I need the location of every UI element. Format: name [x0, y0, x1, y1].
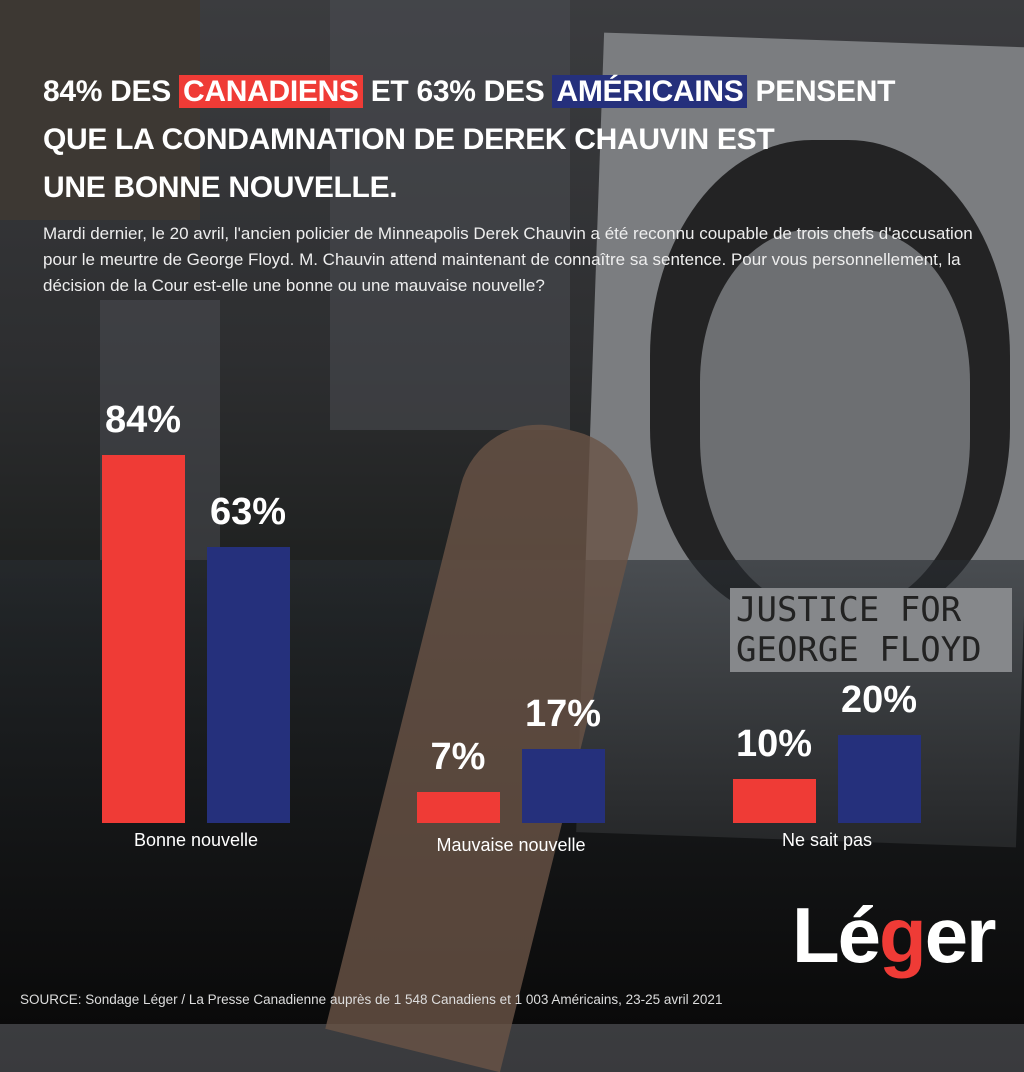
bar-canadiens — [417, 792, 500, 823]
headline-text: PENSENT — [747, 75, 896, 108]
headline: 84% DES CANADIENS ET 63% DES AMÉRICAINS … — [43, 68, 895, 212]
portrait-face — [700, 230, 970, 610]
data-label: 20% — [840, 679, 918, 722]
headline-line-3: UNE BONNE NOUVELLE. — [43, 171, 398, 204]
sign-lettering: JUSTICE FOR GEORGE FLOYD — [730, 588, 1012, 672]
highlight-americains: AMÉRICAINS — [552, 75, 748, 108]
bar-americains — [838, 735, 921, 823]
category-label: Bonne nouvelle — [133, 830, 259, 850]
data-label: 10% — [735, 723, 813, 766]
category-label: Mauvaise nouvelle — [436, 835, 586, 855]
bar-canadiens — [733, 779, 816, 823]
headline-text: ET 63% DES — [362, 75, 553, 108]
bar-americains — [207, 547, 290, 823]
headline-line-2: QUE LA CONDAMNATION DE DEREK CHAUVIN EST — [43, 123, 775, 156]
bar-canadiens — [102, 455, 185, 823]
headline-text: 84% DES — [43, 75, 179, 108]
category-label: Ne sait pas — [781, 830, 873, 850]
question-text: Mardi dernier, le 20 avril, l'ancien pol… — [43, 224, 973, 295]
bar-americains — [522, 748, 605, 823]
bar-chart: 84% 63% Bonne nouvelle 7% 17% Mauvaise nouvel… — [102, 399, 921, 855]
building — [330, 0, 570, 430]
highlight-canadiens: CANADIENS — [179, 75, 363, 108]
data-label: 84% — [104, 399, 182, 442]
data-label: 7% — [430, 736, 486, 779]
data-label: 63% — [209, 491, 287, 534]
leger-logo: Léger — [792, 891, 996, 979]
cardboard-corner — [0, 0, 200, 220]
data-label: 17% — [524, 692, 602, 735]
source-note: SOURCE: Sondage Léger / La Presse Canadi… — [20, 992, 723, 1007]
